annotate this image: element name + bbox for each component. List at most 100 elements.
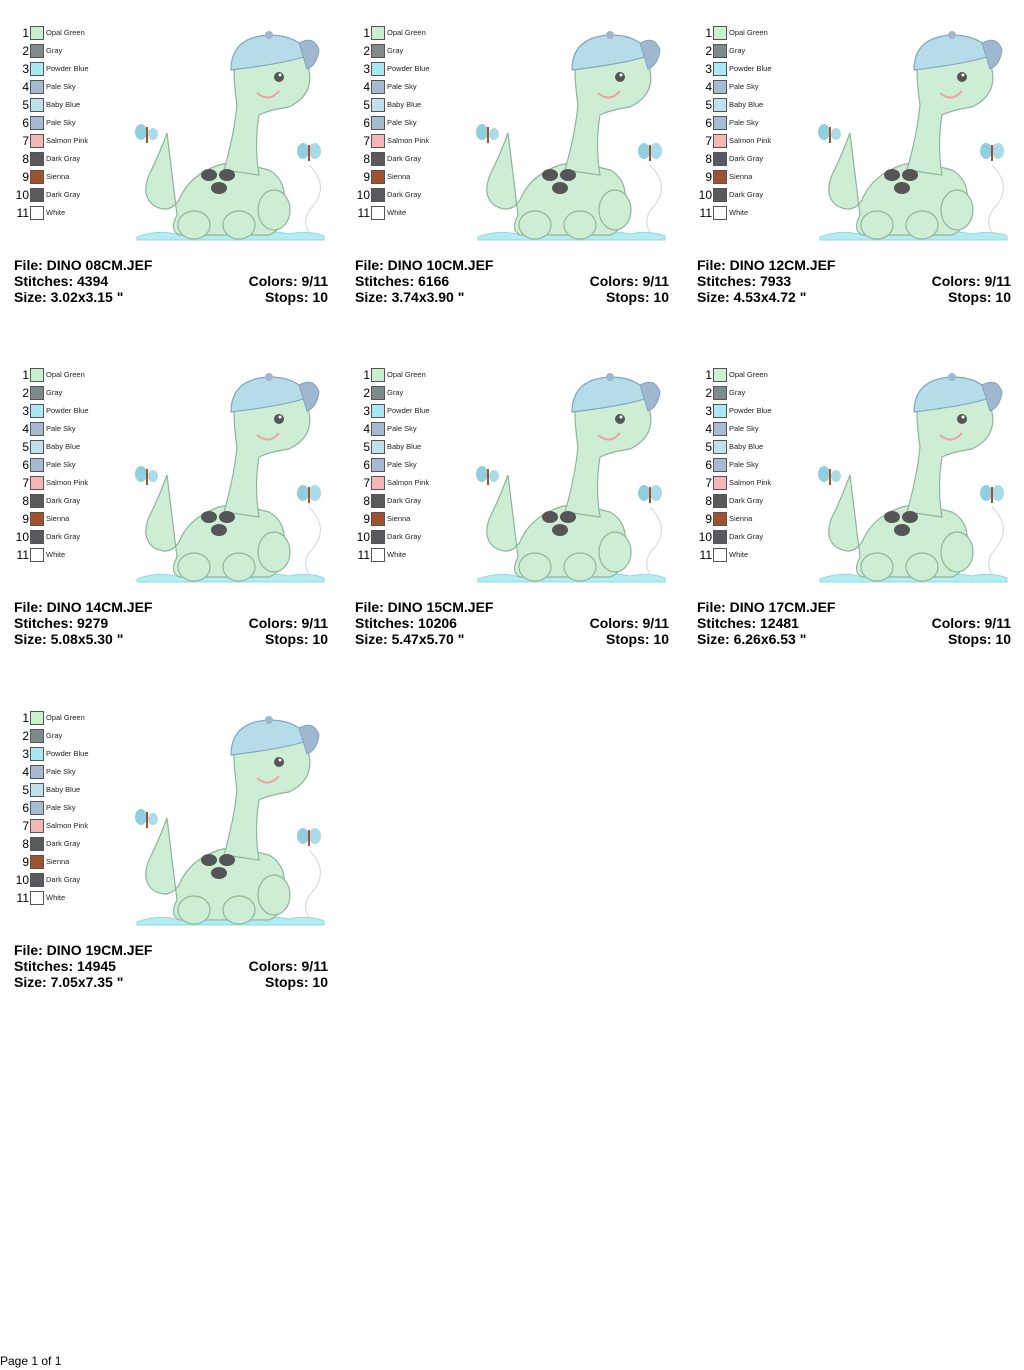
palette-row: 7 Salmon Pink xyxy=(697,475,807,491)
palette-row: 6 Pale Sky xyxy=(697,457,807,473)
color-swatch xyxy=(713,548,727,562)
color-swatch xyxy=(30,440,44,454)
color-name: Salmon Pink xyxy=(729,136,772,145)
color-swatch xyxy=(713,62,727,76)
color-name: Sienna xyxy=(729,514,753,523)
color-count: Colors: 9/11 xyxy=(589,273,669,289)
color-swatch xyxy=(371,476,385,490)
color-swatch xyxy=(371,62,385,76)
color-swatch xyxy=(30,765,44,779)
palette-number: 8 xyxy=(363,152,370,166)
color-name: Baby Blue xyxy=(729,100,764,109)
color-swatch xyxy=(30,855,44,869)
palette-row: 9 Sienna xyxy=(355,511,465,527)
palette-row: 4 Pale Sky xyxy=(355,421,465,437)
dinosaur-embroidery-image xyxy=(119,25,329,245)
palette-row: 3 Powder Blue xyxy=(355,403,465,419)
palette-number: 3 xyxy=(705,62,712,76)
color-swatch xyxy=(713,80,727,94)
color-name: Dark Gray xyxy=(729,496,764,505)
dinosaur-embroidery-image xyxy=(119,367,329,587)
palette-row: 11 White xyxy=(14,547,124,563)
stop-count: Stops: 10 xyxy=(947,631,1011,647)
stop-count: Stops: 10 xyxy=(264,631,328,647)
file-name: File: DINO 19CM.JEF xyxy=(14,942,153,958)
color-swatch xyxy=(371,458,385,472)
palette-number: 6 xyxy=(22,458,29,472)
palette-row: 4 Pale Sky xyxy=(355,79,465,95)
palette-number: 3 xyxy=(22,747,29,761)
palette-number: 9 xyxy=(705,512,712,526)
color-name: Salmon Pink xyxy=(387,478,430,487)
palette-number: 8 xyxy=(22,837,29,851)
color-name: Pale Sky xyxy=(729,118,759,127)
color-swatch xyxy=(371,44,385,58)
design-size: Size: 3.74x3.90 " xyxy=(355,289,465,305)
palette-number: 10 xyxy=(15,188,29,202)
design-card: 1 Opal Green 2 Gray 3 Powder Blue 4 Pale Sky 5 Ba… xyxy=(14,367,332,667)
palette-row: 5 Baby Blue xyxy=(697,97,807,113)
color-swatch xyxy=(30,44,44,58)
palette-row: 5 Baby Blue xyxy=(14,782,124,798)
color-name: Pale Sky xyxy=(387,424,417,433)
color-name: Powder Blue xyxy=(387,64,430,73)
color-name: Dark Gray xyxy=(387,532,422,541)
palette-number: 11 xyxy=(16,891,29,905)
color-count: Colors: 9/11 xyxy=(589,615,669,631)
color-name: Dark Gray xyxy=(729,532,764,541)
color-name: Powder Blue xyxy=(46,406,89,415)
palette-number: 9 xyxy=(363,170,370,184)
color-swatch xyxy=(713,134,727,148)
palette-row: 7 Salmon Pink xyxy=(355,133,465,149)
color-swatch xyxy=(30,548,44,562)
color-swatch xyxy=(371,188,385,202)
palette-number: 7 xyxy=(363,134,370,148)
palette-row: 11 White xyxy=(14,205,124,221)
color-name: Pale Sky xyxy=(729,460,759,469)
palette-row: 11 White xyxy=(355,547,465,563)
palette-row: 10 Dark Gray xyxy=(14,187,124,203)
stitch-count: Stitches: 12481 xyxy=(697,615,799,631)
color-swatch xyxy=(713,44,727,58)
palette-row: 5 Baby Blue xyxy=(355,97,465,113)
color-name: Sienna xyxy=(387,172,411,181)
color-name: Pale Sky xyxy=(387,82,417,91)
color-swatch xyxy=(371,368,385,382)
palette-row: 8 Dark Gray xyxy=(14,836,124,852)
color-name: Dark Gray xyxy=(46,154,81,163)
color-name: Pale Sky xyxy=(46,460,76,469)
palette-number: 4 xyxy=(705,80,712,94)
palette-row: 6 Pale Sky xyxy=(355,457,465,473)
palette-number: 2 xyxy=(22,386,29,400)
palette-number: 9 xyxy=(22,170,29,184)
palette-number: 2 xyxy=(22,44,29,58)
dinosaur-embroidery-image xyxy=(460,25,670,245)
palette-number: 2 xyxy=(363,386,370,400)
design-card: 1 Opal Green 2 Gray 3 Powder Blue 4 Pale Sky 5 Ba… xyxy=(697,25,1015,325)
palette-number: 11 xyxy=(16,206,29,220)
color-name: Dark Gray xyxy=(46,875,81,884)
color-name: Sienna xyxy=(387,514,411,523)
palette-row: 3 Powder Blue xyxy=(14,746,124,762)
palette-number: 6 xyxy=(363,458,370,472)
color-swatch xyxy=(713,116,727,130)
color-swatch xyxy=(713,26,727,40)
color-swatch xyxy=(30,170,44,184)
palette-row: 9 Sienna xyxy=(14,511,124,527)
color-swatch xyxy=(30,891,44,905)
palette-number: 2 xyxy=(705,44,712,58)
color-name: Baby Blue xyxy=(387,100,422,109)
palette-row: 1 Opal Green xyxy=(14,25,124,41)
palette-row: 11 White xyxy=(355,205,465,221)
color-swatch xyxy=(371,98,385,112)
palette-number: 3 xyxy=(705,404,712,418)
color-name: Sienna xyxy=(46,172,70,181)
color-name: Salmon Pink xyxy=(729,478,772,487)
color-swatch xyxy=(30,819,44,833)
palette-number: 10 xyxy=(356,530,370,544)
palette-number: 3 xyxy=(22,62,29,76)
palette-number: 11 xyxy=(699,206,712,220)
color-swatch xyxy=(713,98,727,112)
color-name: Pale Sky xyxy=(729,424,759,433)
design-size: Size: 6.26x6.53 " xyxy=(697,631,807,647)
